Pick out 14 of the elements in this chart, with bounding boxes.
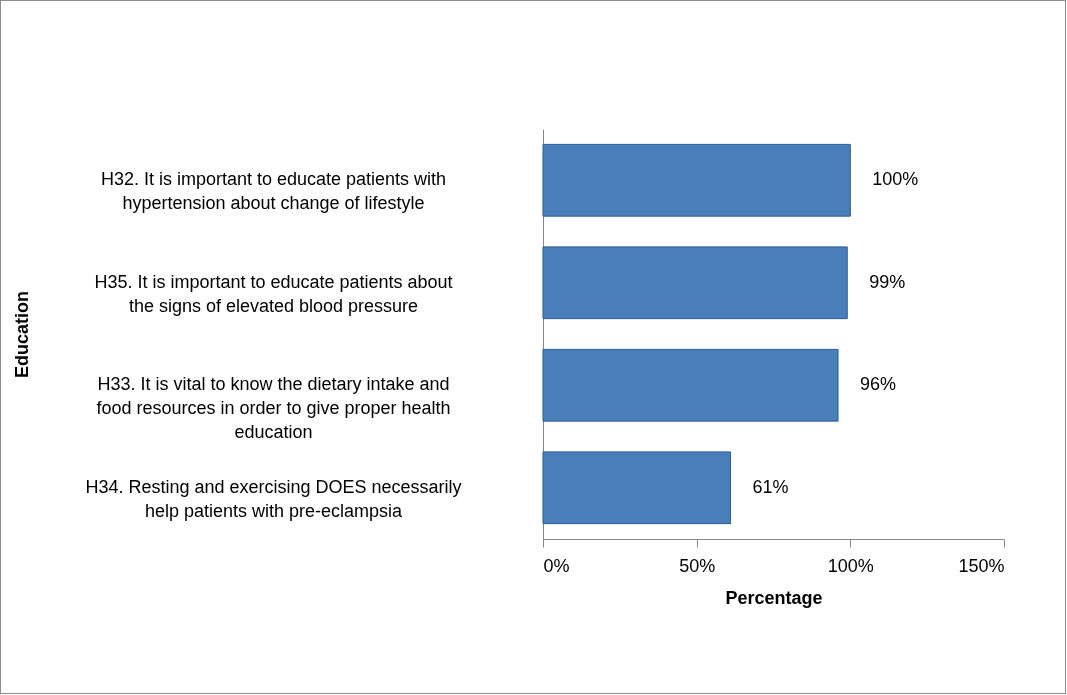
x-tick-label: 100% [827, 555, 874, 576]
y-tick-label: H33. It is vital to know the dietary intake and food resources in order to give proper health education [96, 374, 451, 443]
data-label: 61% [752, 476, 789, 497]
data-label: 99% [869, 271, 906, 292]
y-tick-label: H35. It is important to educate patients about the signs of elevated blood pressure [94, 271, 453, 316]
x-tick-label: 150% [958, 555, 1005, 576]
x-tick-label: 50% [679, 555, 716, 576]
y-tick-label: H32. It is important to educate patients with hypertension about change of lifestyle [100, 169, 447, 214]
y-tick-label: H34. Resting and exercising DOES necessarily help patients with pre-eclampsia [85, 476, 462, 521]
x-axis-title: Percentage [725, 587, 823, 608]
x-tick-label: 0% [543, 555, 570, 576]
y-axis-title: Education [11, 290, 32, 379]
data-label: 100% [872, 169, 919, 190]
data-label: 96% [860, 374, 897, 395]
